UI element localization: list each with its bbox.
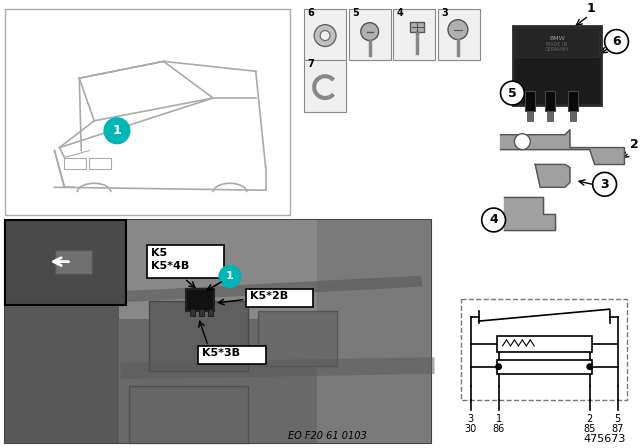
Circle shape <box>104 118 130 144</box>
Text: MADE IN: MADE IN <box>547 43 568 47</box>
Bar <box>568 91 578 111</box>
Text: 87: 87 <box>611 424 624 434</box>
Text: 3: 3 <box>468 414 474 424</box>
Bar <box>547 111 553 121</box>
Text: EO F20 61 0103: EO F20 61 0103 <box>288 431 367 441</box>
Bar <box>147 245 224 279</box>
Bar <box>461 299 627 401</box>
Bar <box>527 111 533 121</box>
Bar <box>525 91 535 111</box>
Bar <box>5 220 431 443</box>
Text: 3: 3 <box>441 8 448 18</box>
Circle shape <box>496 364 501 370</box>
Text: 1: 1 <box>113 124 122 137</box>
Text: 1: 1 <box>495 414 502 424</box>
Polygon shape <box>504 197 555 230</box>
Circle shape <box>593 172 616 196</box>
Text: K5*4B: K5*4B <box>150 261 189 271</box>
Bar <box>5 220 124 443</box>
Bar <box>54 250 92 274</box>
Bar <box>349 9 390 60</box>
Text: 1: 1 <box>586 2 595 15</box>
Circle shape <box>500 81 524 105</box>
Bar <box>304 60 346 112</box>
Bar <box>198 346 266 364</box>
Bar <box>129 386 248 443</box>
Text: K5*3B: K5*3B <box>202 348 240 358</box>
Text: K5*2B: K5*2B <box>250 291 288 302</box>
Bar <box>438 9 480 60</box>
Bar <box>148 301 248 370</box>
Bar <box>246 289 313 307</box>
Bar <box>515 28 598 57</box>
Circle shape <box>587 364 593 370</box>
Bar <box>199 309 204 316</box>
Text: 2: 2 <box>630 138 639 151</box>
Text: 1: 1 <box>226 271 234 281</box>
Bar <box>89 158 111 169</box>
Bar <box>258 311 337 366</box>
Text: 85: 85 <box>584 424 596 434</box>
Text: K5: K5 <box>150 248 167 258</box>
Text: 6: 6 <box>307 8 314 18</box>
Bar <box>545 91 555 111</box>
Bar <box>394 9 435 60</box>
Text: 6: 6 <box>612 35 621 48</box>
Circle shape <box>482 208 506 232</box>
Text: 475673: 475673 <box>584 434 626 444</box>
Text: 30: 30 <box>465 424 477 434</box>
Polygon shape <box>535 164 570 187</box>
Bar <box>497 360 592 374</box>
Bar <box>497 336 592 352</box>
Bar <box>208 309 213 316</box>
Bar <box>317 220 431 443</box>
Bar <box>119 319 317 443</box>
Bar <box>5 9 291 215</box>
Bar <box>304 9 346 60</box>
Bar <box>190 309 195 316</box>
Text: 4: 4 <box>396 8 403 18</box>
Text: 3: 3 <box>600 178 609 191</box>
Circle shape <box>448 20 468 39</box>
Bar <box>570 111 576 121</box>
Circle shape <box>219 266 241 287</box>
Text: GERMANY: GERMANY <box>545 47 570 52</box>
Text: BMW: BMW <box>549 35 565 40</box>
Circle shape <box>320 30 330 40</box>
Text: 5: 5 <box>614 414 621 424</box>
Bar <box>410 22 424 32</box>
Text: 5: 5 <box>508 86 517 99</box>
Text: 86: 86 <box>492 424 505 434</box>
Bar <box>65 158 86 169</box>
Text: 2: 2 <box>587 414 593 424</box>
Circle shape <box>605 30 628 53</box>
Polygon shape <box>500 130 625 164</box>
Bar <box>186 289 214 311</box>
Circle shape <box>515 134 531 150</box>
Text: 5: 5 <box>352 8 358 18</box>
Text: 7: 7 <box>307 59 314 69</box>
Text: 4: 4 <box>489 213 498 227</box>
Circle shape <box>361 23 379 40</box>
Bar <box>5 220 126 305</box>
Circle shape <box>314 25 336 47</box>
Bar <box>119 220 317 319</box>
Bar <box>513 26 601 105</box>
